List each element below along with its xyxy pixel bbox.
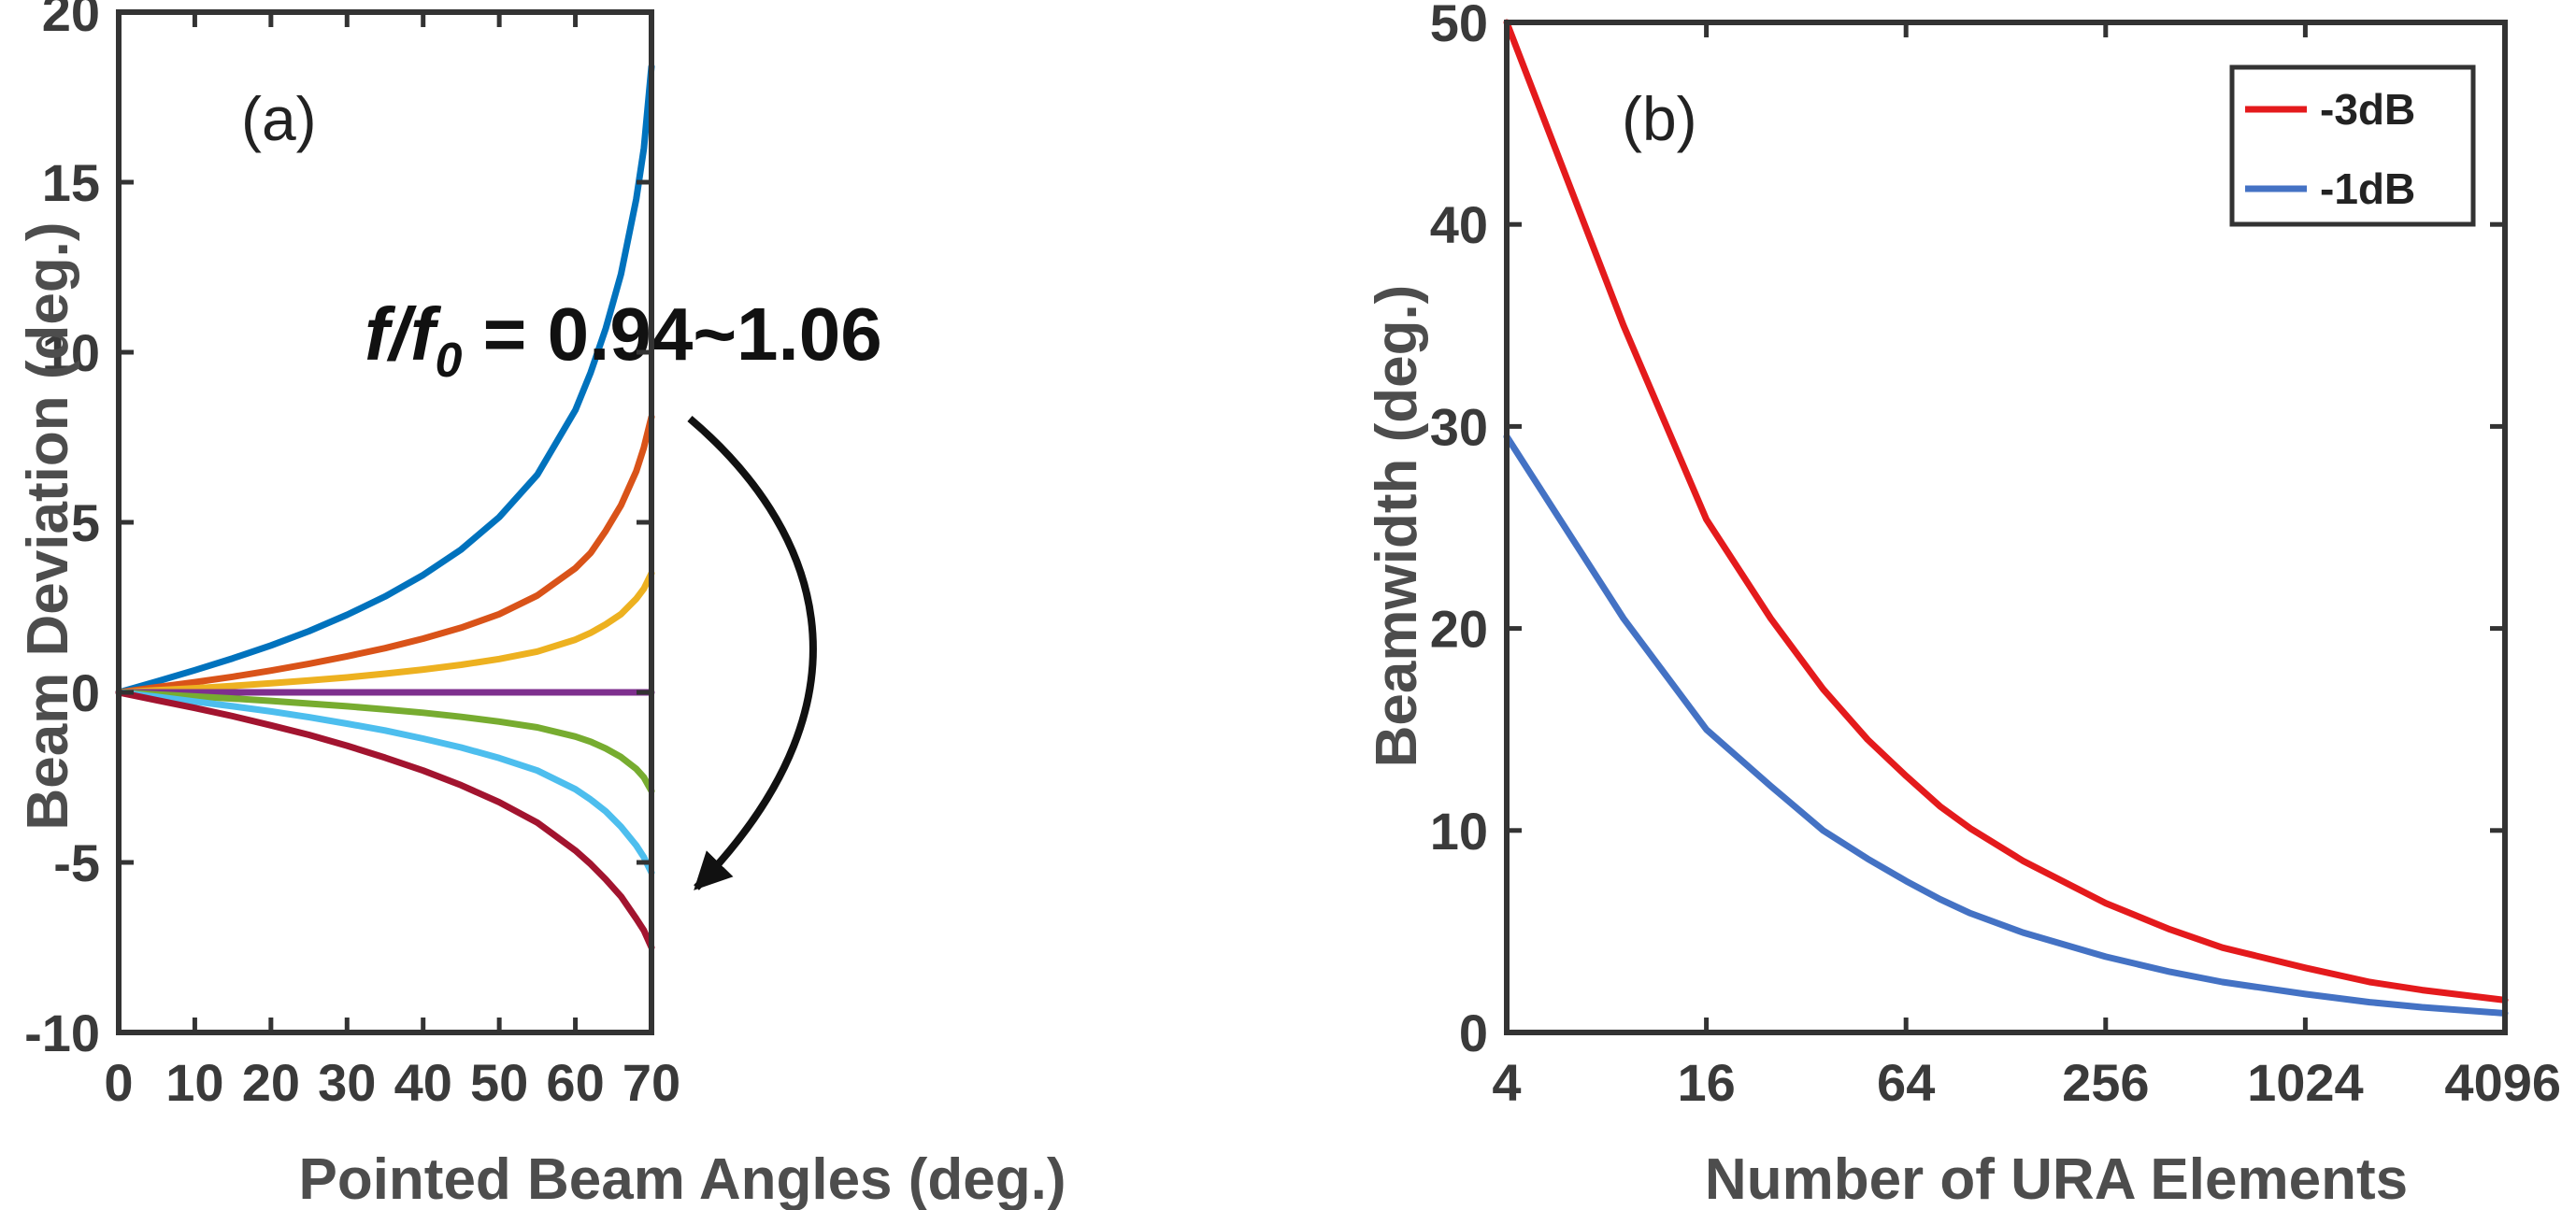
y-tick-label: 30 [1430,397,1488,456]
y-tick-label: 5 [71,493,100,552]
y-tick-label: -5 [53,833,100,892]
x-tick-label: 4096 [2444,1053,2561,1112]
x-tick-label: 50 [470,1053,528,1112]
tick-labels: 0 10 20 30 40 50 60 70 -10 -5 0 5 10 15 20 [24,0,680,1112]
series-line-5 [115,689,655,795]
series-line-2 [1503,433,2509,1017]
y-tick-label: 20 [42,0,100,42]
x-tick-label: 40 [394,1053,452,1112]
tick-marks [116,9,654,1035]
x-tick-label: 64 [1877,1053,1935,1112]
x-tick-label: 1024 [2247,1053,2364,1112]
x-axis-label: Pointed Beam Angles (deg.) [298,1147,1066,1210]
x-tick-label: 16 [1677,1053,1735,1112]
legend-box [2229,64,2476,227]
y-tick-label: 10 [42,323,100,382]
x-tick-label: 10 [165,1053,223,1112]
y-axis-label: Beam Deviation (deg.) [16,221,80,830]
y-tick-label: 0 [1459,1004,1488,1062]
series-group [115,63,655,951]
series-line-1 [1503,19,2509,1004]
beamwidth-chart: 4 16 64 256 1024 4096 0 10 20 30 40 50 (b) Number o… [1365,0,2561,1210]
series-line-3 [115,570,655,696]
series-line-1 [115,63,655,696]
series-group [1503,19,2509,1017]
x-tick-label: 4 [1492,1053,1521,1112]
x-tick-label: 60 [546,1053,604,1112]
x-tick-label: 30 [318,1053,376,1112]
frequency-sweep-arrow [687,415,817,890]
legend: -3dB -1dB [2229,64,2476,227]
y-tick-label: 15 [42,153,100,212]
x-tick-label: 256 [2062,1053,2149,1112]
x-tick-label: 70 [623,1053,680,1112]
series-line-6 [115,689,655,876]
x-axis-label: Number of URA Elements [1705,1147,2408,1210]
plot-frame [116,9,654,1035]
y-tick-label: 40 [1430,195,1488,254]
tick-marks [1504,20,2508,1035]
y-tick-label: -10 [24,1004,100,1062]
series-line-2 [115,413,655,696]
legend-entry-1db: -1dB [2320,164,2415,213]
panel-label: (b) [1622,84,1697,153]
y-tick-label: 0 [71,663,100,722]
frequency-range-annotation: f/f0 = 0.94~1.06 [365,292,882,388]
plot-frame [1504,20,2508,1035]
y-tick-label: 10 [1430,802,1488,861]
tick-labels: 4 16 64 256 1024 4096 0 10 20 30 40 50 [1430,0,2561,1112]
x-tick-label: 0 [104,1053,133,1112]
legend-entry-3db: -3dB [2320,85,2415,134]
x-tick-label: 20 [242,1053,300,1112]
y-tick-label: 50 [1430,0,1488,52]
y-axis-label: Beamwidth (deg.) [1365,285,1429,768]
beam-deviation-chart: f/f0 = 0.94~1.06 0 10 20 30 40 50 60 70 -10 -5 0 5 1… [16,0,1066,1210]
y-tick-label: 20 [1430,600,1488,659]
panel-label: (a) [241,84,317,153]
series-line-7 [115,689,655,951]
